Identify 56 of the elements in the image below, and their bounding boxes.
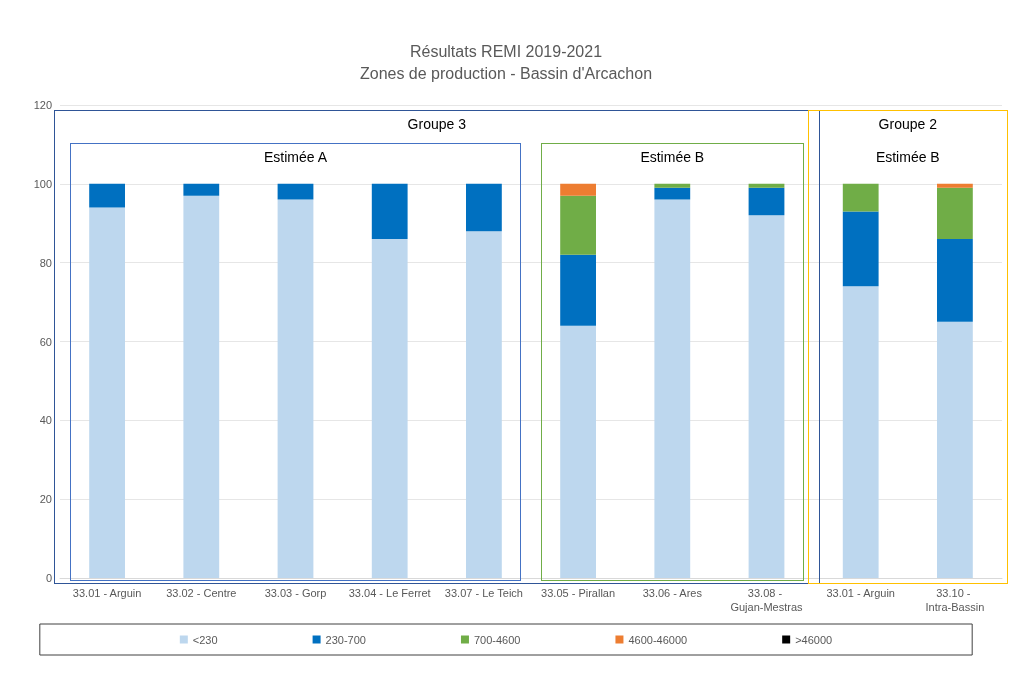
y-tick-label: 60 [39, 335, 52, 348]
y-tick-label: 40 [39, 414, 52, 427]
bar [560, 325, 596, 578]
bar [937, 321, 973, 578]
chart-title: Résultats REMI 2019-2021 [409, 42, 603, 60]
x-tick-label: 33.02 - Centre [166, 587, 237, 599]
bar [89, 183, 125, 208]
bar [654, 199, 691, 578]
x-tick-label: 33.08 - Gujan-Mestras [730, 587, 804, 613]
annotation: Groupe 2 [878, 116, 937, 132]
bar [842, 286, 879, 578]
chart-subtitle: Zones de production - Bassin d'Arcachon [359, 64, 653, 82]
bar [371, 239, 408, 578]
legend-label: >46000 [795, 633, 833, 646]
legend-label: 230-700 [325, 633, 366, 646]
annotation: Estimée B [875, 149, 940, 165]
annotation: Estimée A [263, 149, 328, 165]
bar [183, 183, 220, 196]
x-tick-label: 33.06 - Ares [642, 587, 703, 599]
x-tick-label: 33.01 - Arguin [72, 587, 142, 599]
bar [560, 183, 596, 196]
bar [183, 195, 220, 578]
x-tick-label: 33.10 - Intra-Bassin [925, 587, 985, 613]
y-tick-label: 100 [33, 177, 52, 190]
bar [842, 183, 879, 212]
bar [654, 187, 691, 200]
x-tick-label: 33.01 - Arguin [826, 587, 895, 599]
annotation: Estimée B [640, 149, 705, 165]
x-tick-label: 33.03 - Gorp [264, 587, 327, 599]
bar [842, 211, 879, 287]
annotation: Groupe 3 [407, 116, 466, 132]
y-tick-label: 120 [33, 99, 52, 111]
bar [466, 231, 502, 578]
bar [560, 195, 596, 255]
legend-label: 4600-46000 [628, 633, 688, 646]
bar [277, 183, 314, 200]
bar [748, 183, 785, 188]
bar [560, 254, 596, 326]
x-tick-label: 33.07 - Le Teich [444, 587, 523, 599]
y-tick-label: 80 [39, 256, 52, 269]
bar [466, 183, 502, 232]
x-tick-label: 33.04 - Le Ferret [348, 587, 431, 599]
legend-label: <230 [192, 633, 218, 646]
legend-label: 700-4600 [473, 633, 521, 646]
bar [937, 187, 973, 240]
y-tick-label: 0 [45, 572, 52, 584]
bar [937, 183, 973, 188]
bar [748, 187, 785, 216]
bar [937, 239, 973, 322]
bar [277, 199, 314, 578]
bar [89, 207, 125, 578]
bar [371, 183, 408, 240]
x-tick-label: 33.05 - Pirallan [541, 587, 616, 599]
bar [748, 215, 785, 578]
bar [654, 183, 691, 188]
y-tick-label: 20 [39, 493, 52, 506]
